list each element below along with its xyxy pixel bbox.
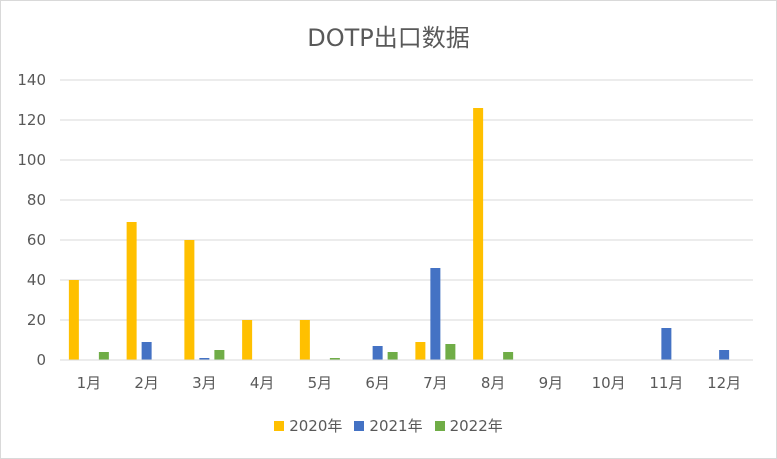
y-tick-labels: 0 20 40 60 80 100 120 140 bbox=[17, 71, 46, 369]
x-tick-label: 11月 bbox=[649, 374, 683, 392]
bar-2020年-2月 bbox=[126, 222, 137, 360]
legend: 2020年 2021年 2022年 bbox=[0, 415, 777, 436]
bar-2020年-4月 bbox=[242, 320, 253, 360]
legend-swatch bbox=[274, 420, 285, 431]
chart-title: DOTP出口数据 bbox=[307, 24, 470, 52]
legend-item: 2021年 bbox=[354, 415, 423, 436]
x-tick-label: 1月 bbox=[77, 374, 102, 392]
y-tick-label: 40 bbox=[27, 271, 46, 289]
x-tick-label: 3月 bbox=[192, 374, 217, 392]
bar-2020年-1月 bbox=[68, 280, 79, 360]
bar-2021年-11月 bbox=[661, 328, 672, 360]
x-tick-label: 6月 bbox=[365, 374, 390, 392]
legend-label: 2022年 bbox=[449, 417, 503, 435]
y-tick-label: 120 bbox=[17, 111, 46, 129]
x-tick-label: 10月 bbox=[592, 374, 626, 392]
x-tick-label: 2月 bbox=[134, 374, 159, 392]
y-tick-label: 100 bbox=[17, 151, 46, 169]
bar-2020年-7月 bbox=[415, 342, 426, 360]
bar-2022年-5月 bbox=[329, 358, 340, 360]
legend-item: 2022年 bbox=[434, 415, 503, 436]
legend-swatch bbox=[434, 420, 445, 431]
bar-2021年-7月 bbox=[430, 268, 441, 360]
gridlines bbox=[60, 79, 753, 361]
y-tick-label: 140 bbox=[17, 71, 46, 89]
x-tick-label: 8月 bbox=[481, 374, 506, 392]
x-tick-label: 7月 bbox=[423, 374, 448, 392]
legend-swatch bbox=[354, 420, 365, 431]
bar-2022年-8月 bbox=[503, 352, 514, 360]
legend-label: 2021年 bbox=[369, 417, 423, 435]
bar-2022年-3月 bbox=[214, 350, 225, 360]
x-tick-label: 4月 bbox=[250, 374, 275, 392]
x-tick-label: 5月 bbox=[308, 374, 333, 392]
y-tick-label: 20 bbox=[27, 311, 46, 329]
bar-2020年-5月 bbox=[299, 320, 310, 360]
x-tick-label: 12月 bbox=[707, 374, 741, 392]
bar-2021年-6月 bbox=[372, 346, 383, 360]
bar-2021年-3月 bbox=[199, 358, 210, 360]
y-tick-label: 60 bbox=[27, 231, 46, 249]
bar-2022年-1月 bbox=[98, 352, 109, 360]
bar-2021年-12月 bbox=[719, 350, 730, 360]
bar-2020年-3月 bbox=[184, 240, 195, 360]
x-tick-labels: 1月 2月 3月 4月 5月 6月 7月 8月 9月 10月 11月 12月 bbox=[77, 374, 742, 392]
bar-2022年-7月 bbox=[445, 344, 456, 360]
bar-2021年-2月 bbox=[141, 342, 152, 360]
bar-2020年-8月 bbox=[473, 108, 484, 360]
legend-label: 2020年 bbox=[289, 417, 343, 435]
x-tick-label: 9月 bbox=[539, 374, 564, 392]
y-tick-label: 0 bbox=[36, 351, 46, 369]
bar-2022年-6月 bbox=[387, 352, 398, 360]
bars bbox=[60, 108, 753, 361]
legend-item: 2020年 bbox=[274, 415, 342, 436]
y-tick-label: 80 bbox=[27, 191, 46, 209]
